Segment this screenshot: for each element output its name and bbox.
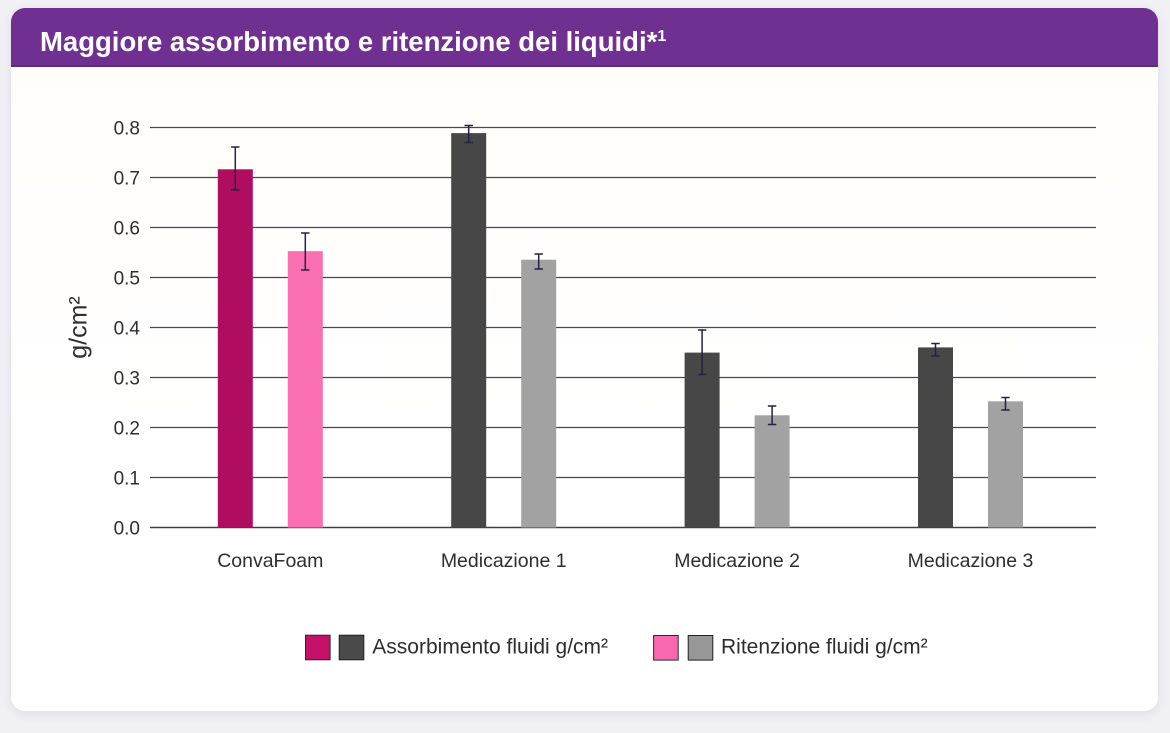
svg-text:0.5: 0.5 xyxy=(114,269,140,290)
svg-text:0.1: 0.1 xyxy=(114,469,140,490)
svg-text:0.0: 0.0 xyxy=(114,519,140,540)
svg-text:Assorbimento fluidi g/cm²: Assorbimento fluidi g/cm² xyxy=(372,636,608,659)
svg-text:0.7: 0.7 xyxy=(114,169,140,190)
svg-text:0.3: 0.3 xyxy=(114,369,140,390)
svg-text:g/cm²: g/cm² xyxy=(65,296,93,359)
svg-text:0.4: 0.4 xyxy=(114,319,141,340)
svg-text:0.8: 0.8 xyxy=(114,119,140,140)
svg-text:0.2: 0.2 xyxy=(114,419,140,440)
svg-text:Medicazione 1: Medicazione 1 xyxy=(441,550,567,572)
svg-text:Medicazione 3: Medicazione 3 xyxy=(908,550,1034,572)
svg-text:Ritenzione fluidi g/cm²: Ritenzione fluidi g/cm² xyxy=(721,636,928,659)
svg-text:Medicazione 2: Medicazione 2 xyxy=(674,550,800,572)
svg-text:ConvaFoam: ConvaFoam xyxy=(217,550,323,572)
svg-text:0.6: 0.6 xyxy=(114,219,140,240)
